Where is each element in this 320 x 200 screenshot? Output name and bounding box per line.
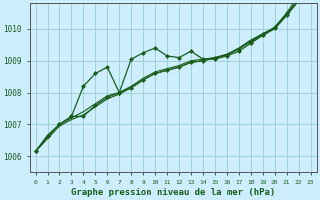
X-axis label: Graphe pression niveau de la mer (hPa): Graphe pression niveau de la mer (hPa)	[71, 188, 275, 197]
